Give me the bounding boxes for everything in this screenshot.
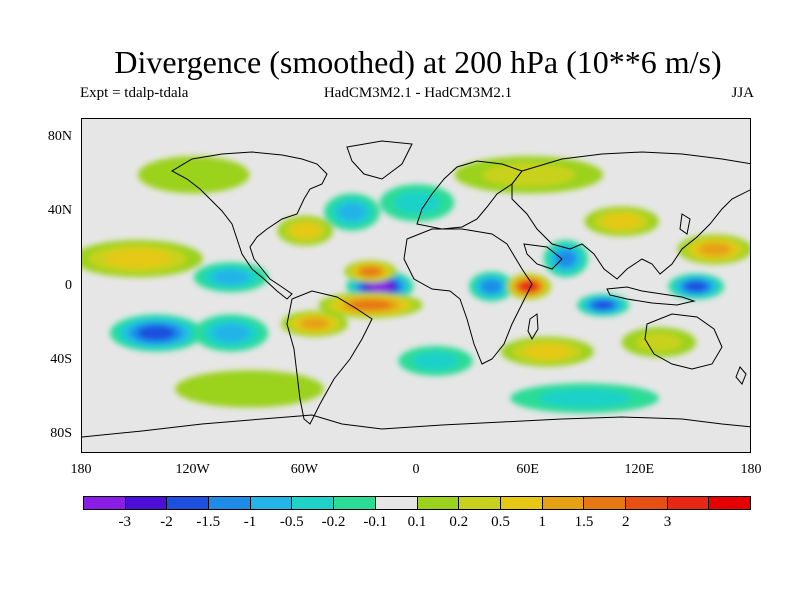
field-contour-22-1 — [538, 388, 631, 408]
coastline-madagascar — [527, 313, 539, 341]
experiment-label: Expt = tdalp-tdala — [80, 85, 189, 101]
colorbar-swatch — [417, 497, 460, 509]
coastlines — [82, 140, 750, 438]
colorbar-swatch — [250, 497, 293, 509]
colorbar-swatch — [125, 497, 168, 509]
colorbar — [83, 496, 751, 510]
divergence-map — [82, 119, 750, 452]
lat-tick-label: 80N — [47, 128, 72, 144]
field-contour-23-1 — [482, 163, 576, 187]
colorbar-swatch — [167, 497, 210, 509]
field-contour-1-4 — [360, 267, 381, 277]
map-title: Divergence (smoothed) at 200 hPa (10**6 … — [114, 44, 722, 80]
field-contour-17-1 — [393, 191, 441, 215]
field-contour-13-2 — [212, 323, 250, 343]
field-contour-19-1 — [635, 333, 683, 352]
season-label: JJA — [731, 85, 754, 101]
divergence-field — [82, 156, 750, 414]
field-contour-20-1 — [412, 351, 459, 371]
field-contour-6-3 — [556, 250, 576, 267]
colorbar-swatch — [667, 497, 710, 509]
colorbar-swatch — [334, 497, 376, 509]
field-contour-14-2 — [212, 269, 250, 285]
coastline-australia — [644, 313, 723, 370]
lat-tick-label: 40N — [47, 203, 72, 219]
map-plot-area — [81, 118, 751, 453]
coastline-africa — [403, 228, 533, 365]
colorbar-swatch — [709, 497, 750, 509]
field-contour-5-6 — [520, 281, 537, 292]
colorbar-swatch — [542, 497, 585, 509]
field-contour-8-4 — [685, 281, 708, 292]
coastline-antarctica — [82, 414, 750, 438]
coastline-asia — [511, 151, 750, 280]
field-contour-7-4 — [592, 300, 614, 310]
model-label-text: HadCM3M2.1 - HadCM3M2.1 — [323, 85, 513, 101]
colorbar-swatch — [500, 497, 543, 509]
field-contour-10-2 — [603, 214, 641, 229]
field-contour-4-3 — [481, 280, 502, 293]
lat-tick-label: 80S — [50, 426, 72, 442]
field-contour-11-2 — [105, 249, 171, 268]
coastline-indonesia — [606, 286, 696, 306]
field-contour-24-0 — [137, 156, 250, 194]
colorbar-swatch — [292, 497, 335, 509]
colorbar-swatch — [209, 497, 251, 509]
field-contour-15-2 — [291, 223, 320, 239]
colorbar-swatch — [584, 497, 626, 509]
field-contour-3-3 — [299, 318, 330, 330]
field-contour-0-6 — [367, 280, 392, 293]
lat-tick-label: 0 — [65, 277, 72, 293]
coastline-arabia — [523, 243, 563, 270]
colorbar-swatch — [625, 497, 668, 509]
field-contour-21-0 — [175, 370, 324, 408]
coastline-japan — [679, 213, 691, 235]
field-contour-18-2 — [524, 344, 571, 359]
coastline-new-zealand — [735, 366, 747, 385]
coastline-north-america — [170, 151, 328, 300]
field-contour-16-2 — [337, 202, 366, 222]
colorbar-swatch — [375, 497, 418, 509]
colorbar-swatch — [459, 497, 501, 509]
field-contour-2-4 — [349, 299, 392, 311]
coastline-greenland — [346, 140, 413, 180]
colorbar-swatch — [84, 497, 126, 509]
field-contour-12-4 — [137, 325, 175, 341]
coastline-south-america — [286, 290, 373, 425]
lat-tick-label: 40S — [50, 351, 72, 367]
field-contour-9-3 — [698, 242, 732, 256]
